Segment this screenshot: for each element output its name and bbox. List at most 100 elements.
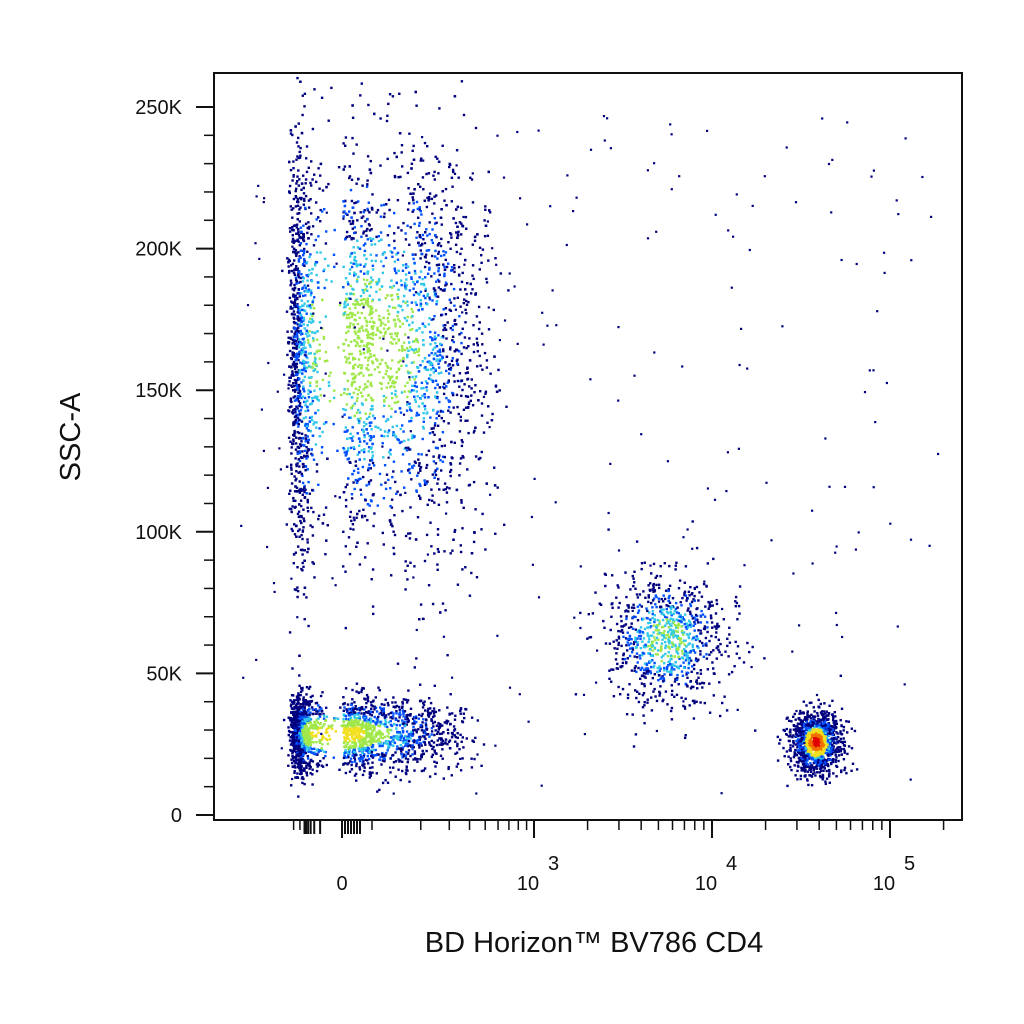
- data-point: [295, 720, 299, 724]
- data-point: [404, 287, 408, 291]
- data-point: [390, 336, 393, 339]
- data-point: [297, 156, 300, 160]
- data-point: [299, 761, 302, 764]
- data-point: [302, 508, 305, 511]
- data-point: [350, 709, 353, 712]
- data-point: [473, 531, 476, 534]
- data-point: [315, 741, 318, 744]
- data-point: [390, 574, 393, 577]
- data-point: [295, 226, 298, 229]
- data-point: [309, 430, 312, 433]
- data-point: [378, 371, 381, 374]
- data-point: [459, 305, 462, 308]
- data-point: [371, 461, 375, 465]
- data-point: [380, 709, 383, 712]
- data-point: [408, 463, 411, 466]
- data-point: [366, 207, 369, 211]
- data-point: [369, 735, 372, 739]
- data-point: [367, 723, 371, 726]
- data-point: [381, 754, 385, 757]
- data-point: [300, 720, 303, 723]
- data-point: [352, 708, 355, 711]
- data-point: [302, 192, 306, 195]
- data-point: [387, 375, 390, 378]
- data-point: [355, 764, 358, 768]
- data-point: [294, 205, 298, 208]
- data-point: [444, 488, 447, 491]
- data-point: [360, 402, 364, 405]
- data-point: [296, 76, 299, 80]
- data-point: [287, 764, 290, 767]
- data-point: [363, 741, 366, 744]
- data-point: [296, 723, 299, 727]
- data-point: [366, 272, 369, 275]
- data-point: [405, 284, 408, 287]
- data-point: [413, 188, 416, 191]
- data-point: [361, 686, 364, 690]
- data-point: [350, 372, 354, 376]
- data-point: [302, 309, 306, 312]
- data-point: [392, 530, 395, 533]
- data-point: [419, 758, 422, 761]
- data-point: [382, 316, 385, 320]
- data-point: [432, 745, 435, 749]
- data-point: [346, 731, 349, 734]
- data-point: [415, 329, 418, 332]
- data-point: [294, 330, 297, 333]
- data-point: [294, 410, 297, 414]
- data-point: [388, 326, 391, 330]
- data-point: [302, 362, 305, 366]
- data-point: [315, 725, 318, 728]
- data-point: [306, 338, 310, 341]
- data-point: [417, 370, 421, 373]
- data-point: [317, 399, 320, 402]
- data-point: [398, 705, 401, 709]
- data-point: [419, 467, 422, 470]
- data-point: [405, 278, 408, 281]
- data-point: [446, 720, 450, 723]
- data-point: [302, 698, 305, 701]
- data-point: [346, 358, 349, 361]
- data-point: [304, 720, 308, 723]
- data-point: [300, 420, 304, 423]
- data-point: [297, 240, 300, 243]
- data-point: [379, 722, 382, 726]
- data-point: [344, 626, 347, 630]
- data-point: [356, 280, 359, 283]
- data-point: [453, 528, 457, 532]
- data-point: [371, 605, 375, 608]
- data-point: [311, 299, 315, 302]
- data-point: [386, 157, 389, 161]
- data-point: [296, 292, 299, 295]
- data-point: [428, 741, 431, 744]
- data-point: [301, 113, 304, 117]
- data-point: [375, 235, 378, 239]
- data-point: [343, 737, 347, 740]
- data-point: [297, 352, 300, 356]
- data-point: [450, 176, 454, 179]
- data-point: [361, 514, 364, 518]
- data-point: [470, 378, 473, 381]
- data-point: [353, 402, 356, 405]
- data-point: [433, 433, 436, 436]
- data-point: [398, 731, 401, 734]
- data-point: [430, 739, 433, 743]
- data-point: [408, 202, 411, 205]
- data-point: [309, 312, 313, 316]
- data-point: [307, 700, 310, 703]
- data-point: [359, 753, 362, 757]
- data-point: [323, 750, 326, 753]
- data-point: [299, 206, 302, 209]
- data-point: [305, 596, 308, 599]
- data-point: [452, 340, 455, 344]
- data-point: [348, 770, 352, 773]
- data-point: [320, 726, 323, 729]
- data-point: [373, 737, 376, 741]
- data-point: [374, 735, 378, 738]
- data-point: [423, 741, 426, 744]
- data-point: [302, 368, 305, 372]
- data-point: [416, 516, 420, 519]
- data-point: [289, 743, 293, 746]
- data-point: [362, 244, 366, 247]
- data-point: [387, 713, 390, 716]
